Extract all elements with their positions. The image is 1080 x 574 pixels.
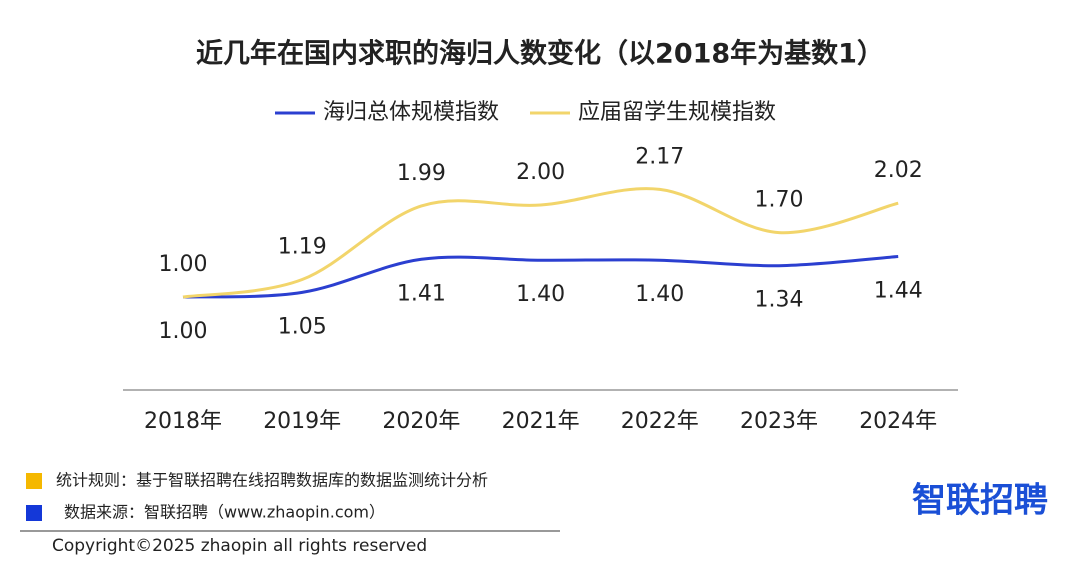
footnote-swatch bbox=[26, 473, 42, 489]
x-tick-label: 2024年 bbox=[859, 409, 937, 434]
x-tick-label: 2019年 bbox=[263, 409, 341, 434]
data-label: 1.19 bbox=[278, 235, 327, 260]
x-tick-label: 2018年 bbox=[144, 409, 222, 434]
data-label: 1.40 bbox=[635, 282, 684, 307]
legend-label: 应届留学生规模指数 bbox=[578, 100, 776, 125]
chart-title: 近几年在国内求职的海归人数变化（以2018年为基数1） bbox=[196, 38, 884, 70]
data-label: 1.70 bbox=[755, 188, 804, 213]
x-tick-label: 2021年 bbox=[502, 409, 580, 434]
data-label: 1.40 bbox=[516, 282, 565, 307]
data-label: 2.00 bbox=[516, 160, 565, 185]
legend-label: 海归总体规模指数 bbox=[323, 100, 499, 125]
data-label: 1.05 bbox=[278, 314, 327, 339]
x-tick-label: 2020年 bbox=[382, 409, 460, 434]
series-line bbox=[182, 255, 899, 299]
logo: 智联招聘 bbox=[912, 481, 1048, 521]
footnote: 数据来源：智联招聘（www.zhaopin.com） bbox=[64, 503, 385, 522]
data-label: 1.99 bbox=[397, 161, 446, 186]
data-label: 2.17 bbox=[635, 144, 684, 169]
data-label: 1.44 bbox=[874, 279, 923, 304]
data-label: 1.34 bbox=[755, 288, 804, 313]
data-label: 1.41 bbox=[397, 281, 446, 306]
x-tick-label: 2022年 bbox=[621, 409, 699, 434]
footnote-swatch bbox=[26, 505, 42, 521]
data-label: 1.00 bbox=[159, 252, 208, 277]
footnote: 统计规则：基于智联招聘在线招聘数据库的数据监测统计分析 bbox=[56, 471, 488, 490]
series-line bbox=[182, 187, 899, 299]
x-tick-label: 2023年 bbox=[740, 409, 818, 434]
data-label: 1.00 bbox=[159, 319, 208, 344]
data-label: 2.02 bbox=[874, 158, 923, 183]
copyright: Copyright©2025 zhaopin all rights reserv… bbox=[52, 536, 427, 556]
